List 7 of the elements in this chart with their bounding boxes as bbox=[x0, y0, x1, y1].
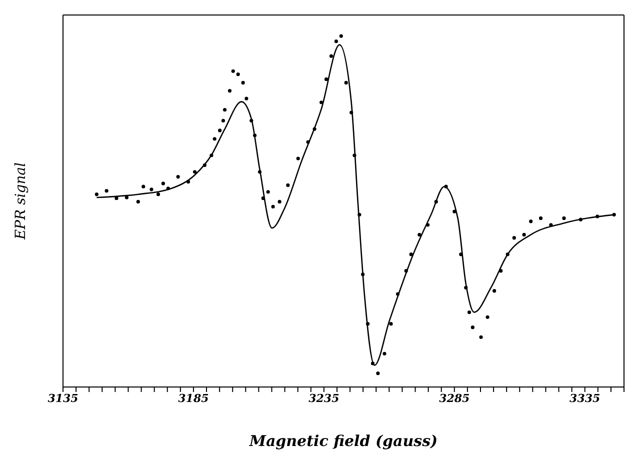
x-axis-title: Magnetic field (gauss) bbox=[248, 432, 438, 450]
x-tick-label: 3235 bbox=[308, 392, 340, 405]
y-axis-title: EPR signal bbox=[12, 162, 29, 241]
x-tick-label: 3185 bbox=[178, 392, 209, 405]
x-tick-label: 3335 bbox=[570, 392, 600, 405]
x-tick-label: 3285 bbox=[439, 392, 470, 405]
x-tick-label: 3135 bbox=[48, 392, 78, 405]
